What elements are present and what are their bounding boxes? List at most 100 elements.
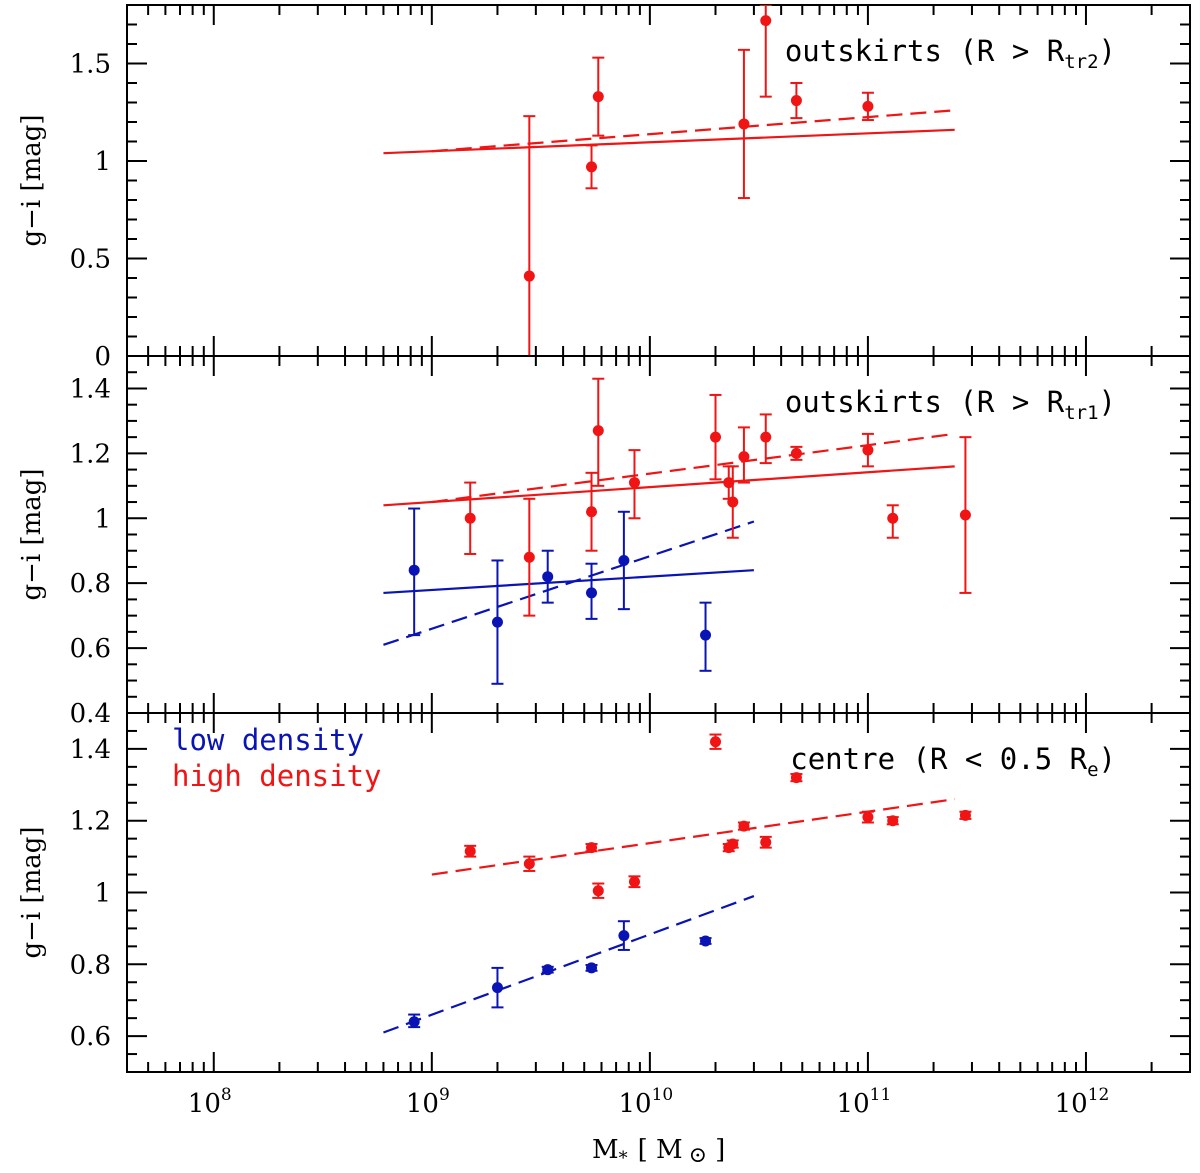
data-marker <box>464 512 476 524</box>
data-marker <box>464 845 476 857</box>
data-point-low <box>617 920 630 951</box>
panel-label-close: ) <box>1099 385 1116 419</box>
data-marker <box>586 506 598 518</box>
data-marker <box>618 930 630 942</box>
data-marker <box>760 836 772 848</box>
y-tick-label: 0.4 <box>70 699 111 729</box>
data-marker <box>618 554 630 566</box>
data-marker <box>862 811 874 823</box>
y-tick-label: 1.2 <box>70 439 111 469</box>
data-marker <box>592 425 604 437</box>
data-point-high <box>709 733 722 750</box>
data-marker <box>738 118 750 130</box>
panel-2: 0.4 0.6 0.8 1 1.2 1.4 g−i [mag] outskirts (R > … <box>17 355 1191 729</box>
data-marker <box>628 477 640 489</box>
x-tick-base: 10 <box>619 1089 652 1119</box>
panel-label-subscript: e <box>1087 759 1098 781</box>
data-point-high <box>861 810 874 824</box>
data-point-high <box>737 48 750 200</box>
data-point-high <box>886 504 899 539</box>
y-tick-label: 1.2 <box>70 807 111 837</box>
y-axis-title: g−i [mag] <box>17 468 47 600</box>
fit-line-low-dashed <box>383 520 755 646</box>
panel-data <box>383 733 972 1034</box>
x-tick-label: 1011 <box>837 1085 892 1119</box>
x-tick-exponent: 8 <box>221 1085 232 1105</box>
plot-layer: 00.511.5g−i [mag]outskirts (R > Rtr2)0.4… <box>17 4 1191 1119</box>
data-marker <box>586 962 598 974</box>
data-marker <box>586 587 598 599</box>
data-point-high <box>585 842 598 854</box>
y-tick-label: 1 <box>94 504 111 534</box>
data-marker <box>700 629 712 641</box>
data-marker <box>862 444 874 456</box>
data-marker <box>959 809 971 821</box>
data-point-low <box>699 601 712 672</box>
data-marker <box>408 1016 420 1028</box>
data-marker <box>727 838 739 850</box>
data-marker <box>959 509 971 521</box>
data-marker <box>862 100 874 112</box>
panel-label-main: outskirts (R > R <box>785 34 1065 68</box>
data-marker <box>710 431 722 443</box>
data-point-low <box>408 1013 421 1029</box>
data-point-high <box>592 882 605 899</box>
data-marker <box>523 858 535 870</box>
y-tick-label: 1 <box>94 147 111 177</box>
data-point-high <box>759 413 772 465</box>
y-tick-label: 0 <box>94 342 111 372</box>
data-marker <box>592 885 604 897</box>
fit-line-low-solid <box>383 569 754 595</box>
data-point-low <box>541 964 554 976</box>
fit-line-high-dashed <box>431 798 955 876</box>
panel-label: outskirts (R > Rtr1) <box>785 385 1116 424</box>
data-point-high <box>523 855 536 872</box>
data-marker <box>738 451 750 463</box>
data-point-high <box>959 809 972 821</box>
x-axis-title: M* [ M ⊙] <box>592 1135 725 1169</box>
x-axis-title-symbol: M <box>592 1135 619 1165</box>
x-tick-exponent: 12 <box>1088 1085 1110 1105</box>
panel-data <box>383 5 955 356</box>
data-point-high <box>861 432 874 468</box>
data-marker <box>760 431 772 443</box>
data-point-low <box>541 549 554 604</box>
panel-label-main: centre (R < 0.5 R <box>790 742 1087 776</box>
y-tick-label: 1 <box>94 879 111 909</box>
data-point-high <box>726 838 739 850</box>
panel-3: 0.6 0.8 1 1.2 1.4 g−i [mag] centre (R < 0.5 Re… <box>17 712 1191 1073</box>
panel-label-close: ) <box>1099 742 1116 776</box>
x-tick-label: 1012 <box>1055 1085 1110 1119</box>
data-point-low <box>617 510 630 611</box>
data-point-high <box>585 144 598 190</box>
fit-line-high-solid <box>383 128 955 155</box>
data-marker <box>542 571 554 583</box>
x-axis-title-unit-close: ] <box>715 1135 725 1165</box>
data-marker <box>738 820 750 832</box>
y-tick-label: 0.8 <box>70 950 111 980</box>
y-tick-label: 0.8 <box>70 569 111 599</box>
data-marker <box>887 815 899 827</box>
x-tick-exponent: 11 <box>870 1085 892 1105</box>
data-point-high <box>790 82 803 120</box>
data-point-high <box>464 481 477 555</box>
panel-label: outskirts (R > Rtr2) <box>785 34 1116 73</box>
data-point-low <box>491 966 504 1009</box>
fit-line-high-dashed <box>431 432 955 504</box>
data-point-high <box>592 56 605 137</box>
data-marker <box>727 496 739 508</box>
data-marker <box>542 964 554 976</box>
y-tick-label: 0.6 <box>70 1022 111 1052</box>
data-point-high <box>737 820 750 832</box>
x-tick-base: 10 <box>1055 1089 1088 1119</box>
data-point-high <box>585 471 598 552</box>
data-marker <box>628 876 640 888</box>
data-marker <box>491 982 503 994</box>
data-marker <box>586 161 598 173</box>
data-point-high <box>861 91 874 122</box>
data-point-high <box>709 393 722 481</box>
x-tick-label: 109 <box>406 1085 450 1119</box>
data-marker <box>790 95 802 107</box>
fit-line-high-solid <box>383 465 955 507</box>
